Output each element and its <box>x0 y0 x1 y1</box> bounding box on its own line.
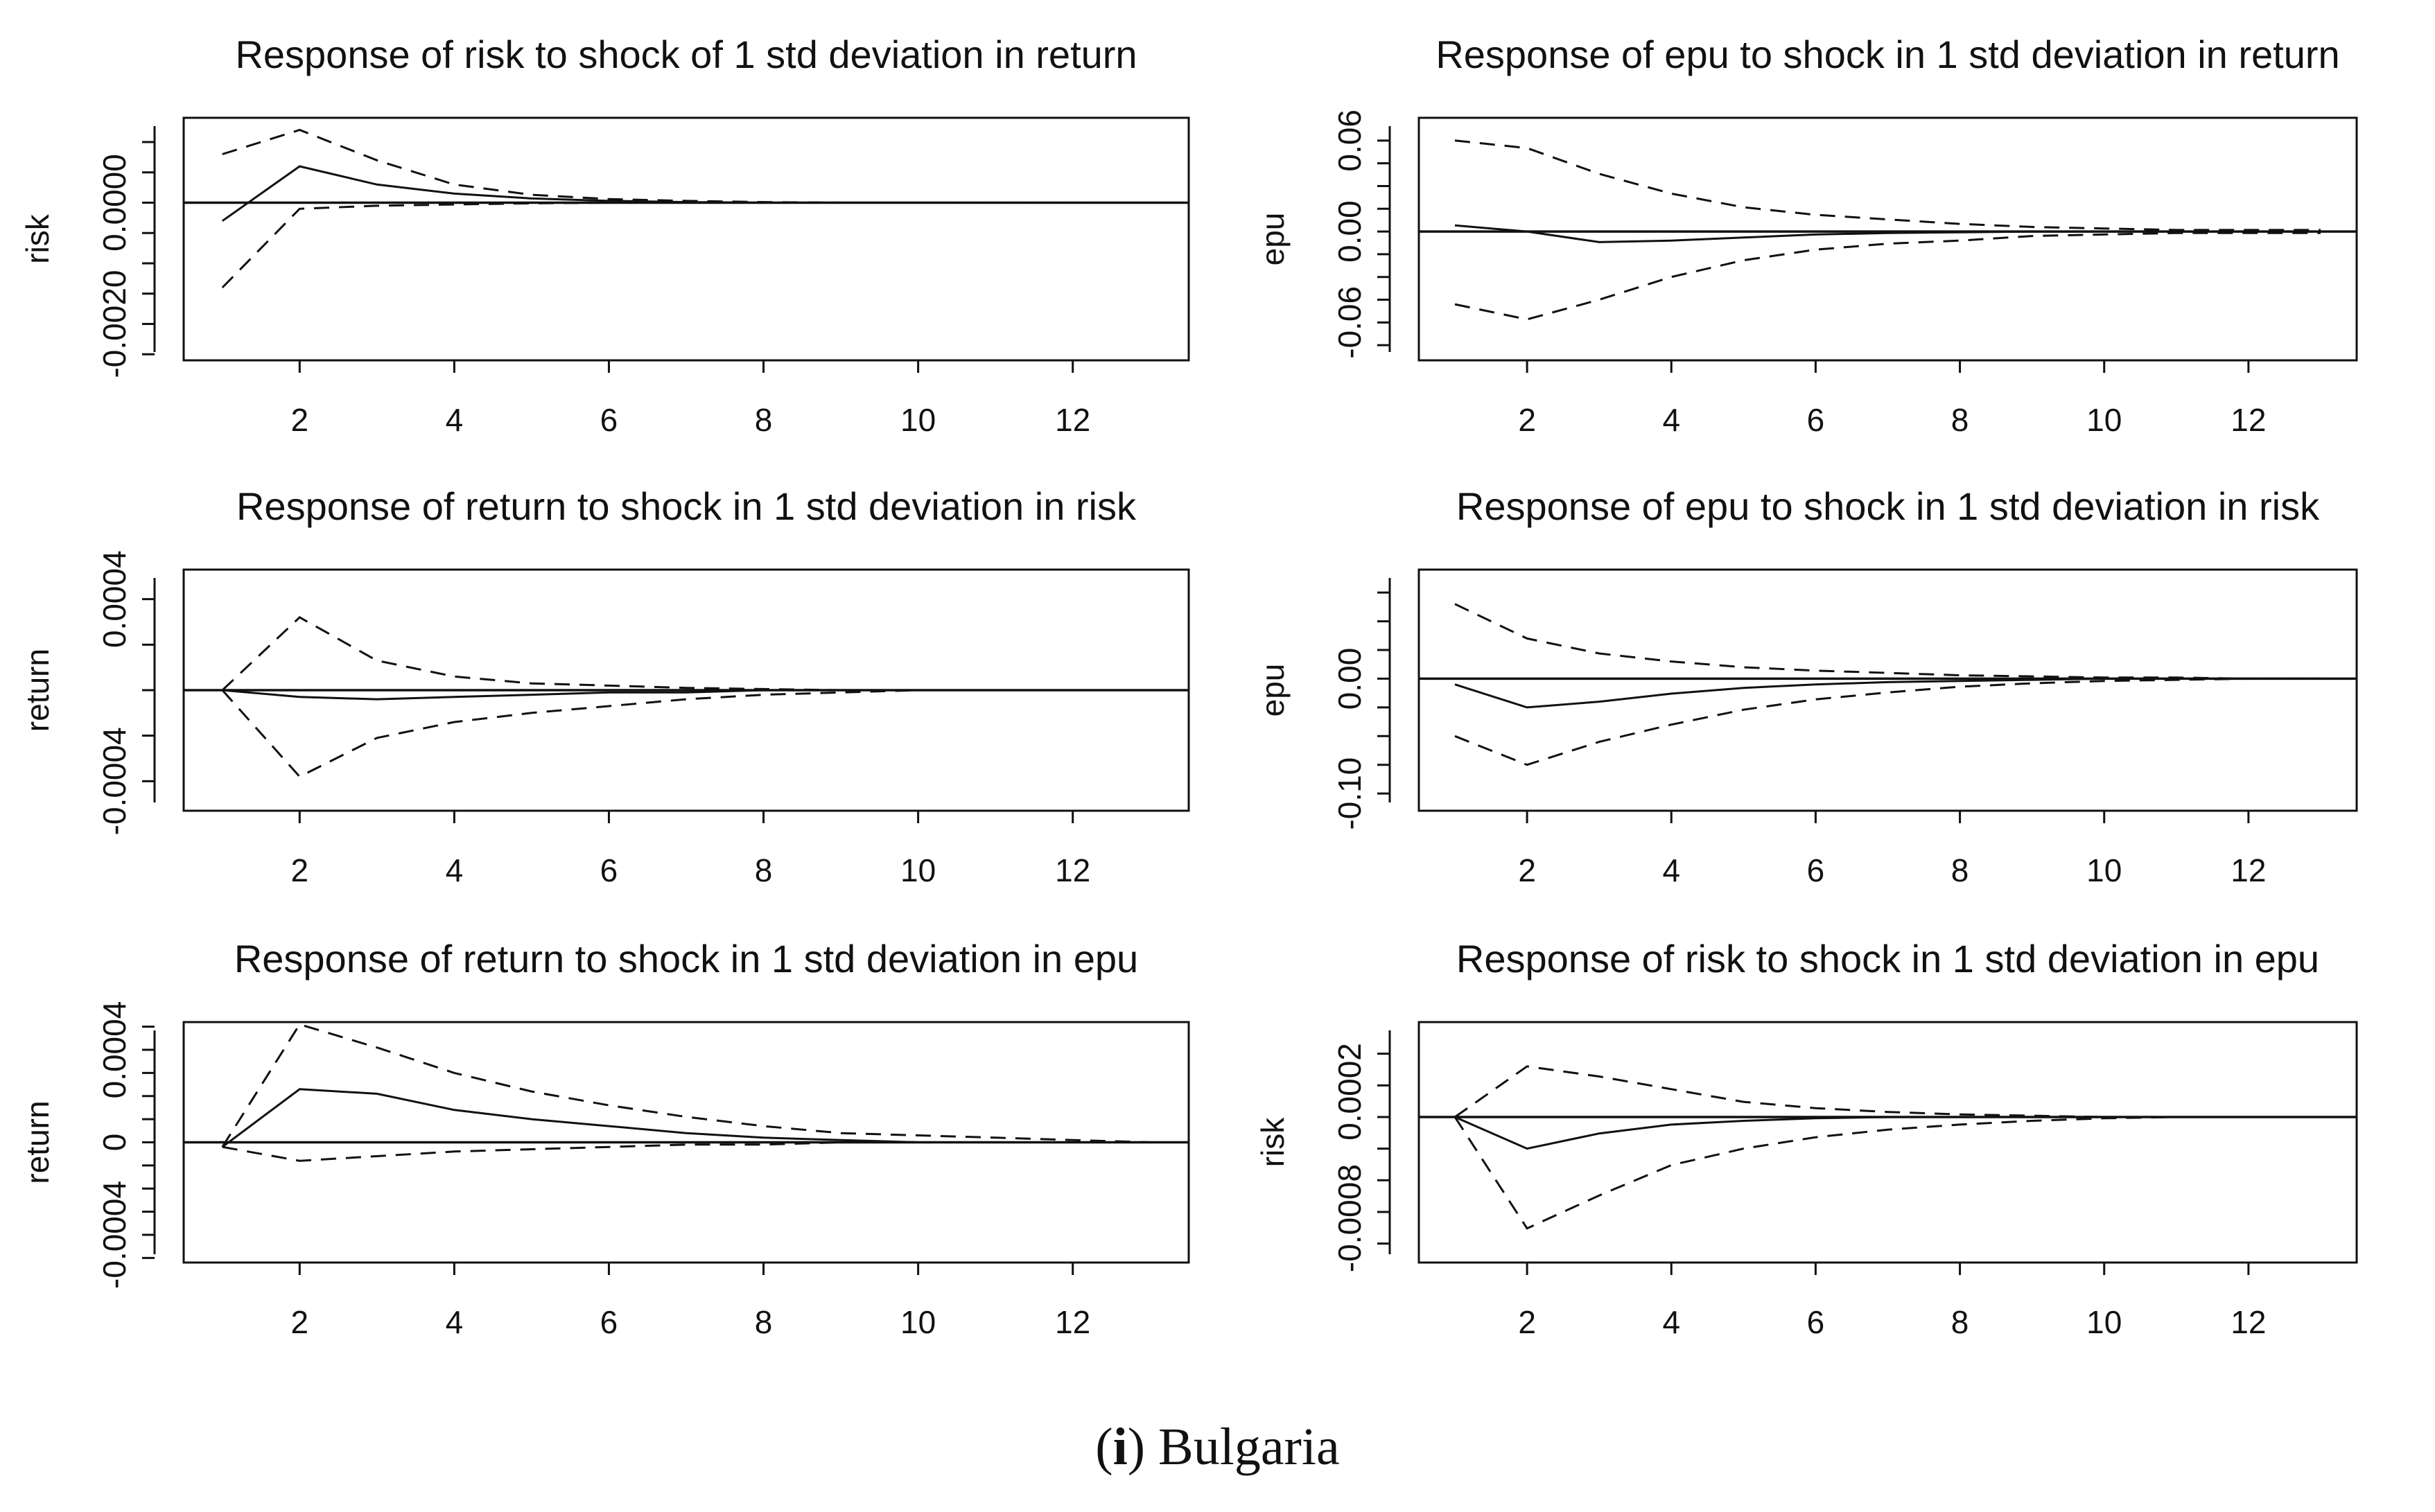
x-tick-label: 6 <box>600 402 618 438</box>
chart-title: Response of risk to shock of 1 std devia… <box>235 33 1137 76</box>
x-tick-label: 8 <box>1951 1304 1969 1340</box>
x-tick-label: 4 <box>446 402 464 438</box>
figure-caption: (i) Bulgaria <box>1095 1418 1340 1476</box>
x-tick-label: 6 <box>1807 402 1825 438</box>
x-tick-label: 10 <box>900 1304 936 1340</box>
x-tick-label: 4 <box>1662 852 1680 888</box>
x-tick-label: 2 <box>1518 1304 1536 1340</box>
series-line-upper <box>1454 1065 2321 1118</box>
chart-panel-3: Response of return to shock in 1 std dev… <box>19 484 1190 888</box>
x-tick-label: 4 <box>1662 1304 1680 1340</box>
irf-figure: Response of risk to shock of 1 std devia… <box>19 33 2358 1340</box>
y-tick-label: 0.06 <box>1332 109 1368 172</box>
y-tick-label: -0.0004 <box>96 727 132 835</box>
plot-frame <box>182 116 1190 362</box>
series-line-irf <box>1454 1116 2321 1150</box>
y-axis-label: return <box>19 649 55 732</box>
series-line-upper <box>222 128 1151 204</box>
y-axis-label: epu <box>1255 664 1291 717</box>
x-tick-label: 6 <box>600 1304 618 1340</box>
x-tick-label: 4 <box>446 1304 464 1340</box>
chart-title: Response of return to shock in 1 std dev… <box>234 937 1138 981</box>
x-tick-label: 6 <box>1807 1304 1825 1340</box>
chart-title: Response of return to shock in 1 std dev… <box>236 484 1137 528</box>
plot-frame <box>1417 568 2358 812</box>
series-line-lower <box>1454 1116 2321 1230</box>
x-tick-label: 12 <box>2231 402 2266 438</box>
x-tick-label: 10 <box>2086 852 2122 888</box>
x-tick-label: 2 <box>1518 852 1536 888</box>
series-line-irf <box>221 165 1151 222</box>
x-tick-label: 10 <box>900 852 936 888</box>
chart-title: Response of risk to shock in 1 std devia… <box>1456 937 2319 981</box>
y-tick-label: 0.00 <box>1332 648 1368 710</box>
y-tick-label: 0.0004 <box>96 550 132 648</box>
y-tick-label: 0.00 <box>1332 200 1368 263</box>
y-axis-label: risk <box>1255 1117 1291 1168</box>
series-line-upper <box>1454 139 2321 231</box>
series-line-upper <box>221 1023 1151 1148</box>
plot-frame <box>1417 1021 2358 1264</box>
x-tick-label: 12 <box>1055 1304 1090 1340</box>
y-tick-label: -0.0020 <box>96 270 132 378</box>
x-tick-label: 8 <box>1951 852 1969 888</box>
x-tick-label: 12 <box>1055 852 1090 888</box>
y-tick-label: -0.10 <box>1332 757 1368 830</box>
chart-panel-1: Response of risk to shock of 1 std devia… <box>19 33 1190 438</box>
y-axis-label: risk <box>19 213 55 264</box>
x-tick-label: 4 <box>1662 402 1680 438</box>
x-tick-label: 12 <box>1055 402 1090 438</box>
x-tick-label: 12 <box>2231 852 2266 888</box>
x-tick-label: 10 <box>2086 402 2122 438</box>
series-line-lower <box>1454 677 2321 766</box>
series-line-lower <box>1454 231 2321 321</box>
x-tick-label: 6 <box>600 852 618 888</box>
x-tick-label: 10 <box>2086 1304 2122 1340</box>
caption-label: i <box>1112 1418 1128 1476</box>
y-tick-label: 0.0004 <box>96 1001 132 1099</box>
series-line-upper <box>1454 603 2321 680</box>
y-tick-label: 0 <box>96 1134 132 1152</box>
x-tick-label: 8 <box>755 852 773 888</box>
series-line-irf <box>1454 677 2321 709</box>
x-tick-label: 8 <box>755 402 773 438</box>
x-tick-label: 2 <box>1518 402 1536 438</box>
caption-country: Bulgaria <box>1158 1418 1340 1476</box>
chart-panel-4: Response of epu to shock in 1 std deviat… <box>1255 484 2358 888</box>
series-line-lower <box>221 689 1151 778</box>
x-tick-label: 12 <box>2231 1304 2266 1340</box>
plot-frame <box>1417 116 2358 362</box>
series-line-lower <box>222 1141 1151 1162</box>
chart-panel-6: Response of risk to shock in 1 std devia… <box>1255 937 2358 1340</box>
series-line-irf <box>1454 224 2321 243</box>
y-tick-label: -0.0004 <box>96 1181 132 1289</box>
series-line-upper <box>221 616 1151 692</box>
chart-panel-2: Response of epu to shock in 1 std deviat… <box>1255 33 2358 438</box>
series-line-lower <box>221 202 1151 289</box>
y-tick-label: -0.0008 <box>1332 1164 1368 1272</box>
y-tick-label: 0.0002 <box>1332 1043 1368 1141</box>
chart-panel-5: Response of return to shock in 1 std dev… <box>19 937 1190 1340</box>
y-axis-label: return <box>19 1100 55 1184</box>
series-line-irf <box>221 1088 1151 1148</box>
x-tick-label: 2 <box>291 402 309 438</box>
x-tick-label: 4 <box>446 852 464 888</box>
x-tick-label: 6 <box>1807 852 1825 888</box>
x-tick-label: 8 <box>755 1304 773 1340</box>
y-tick-label: 0.0000 <box>96 154 132 252</box>
chart-title: Response of epu to shock in 1 std deviat… <box>1435 33 2339 76</box>
chart-title: Response of epu to shock in 1 std deviat… <box>1456 484 2320 528</box>
x-tick-label: 8 <box>1951 402 1969 438</box>
x-tick-label: 10 <box>900 402 936 438</box>
x-tick-label: 2 <box>291 852 309 888</box>
series-line-irf <box>222 689 1151 701</box>
x-tick-label: 2 <box>291 1304 309 1340</box>
y-tick-label: -0.06 <box>1332 286 1368 359</box>
y-axis-label: epu <box>1255 213 1291 266</box>
